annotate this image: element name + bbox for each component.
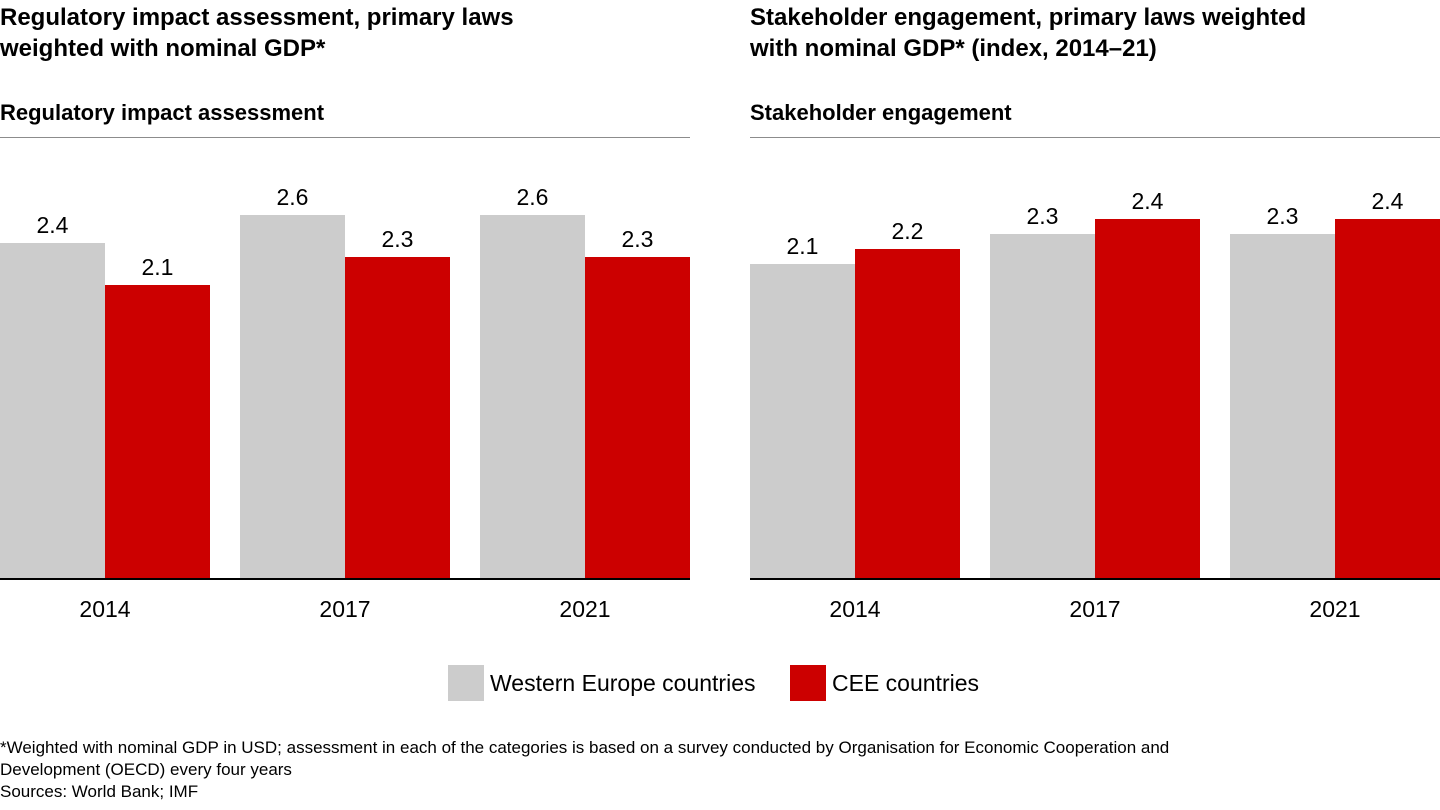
x-tick-label-2014: 2014 <box>79 596 130 622</box>
chart-subtitle: Regulatory impact assessment <box>0 100 325 125</box>
bar-western-2017 <box>990 234 1095 579</box>
data-label-cee-2021: 2.3 <box>622 226 654 252</box>
legend-label-cee: CEE countries <box>832 670 980 696</box>
x-tick-label-2017: 2017 <box>1069 596 1120 622</box>
chart-subtitle: Stakeholder engagement <box>750 100 1012 125</box>
x-tick-label-2021: 2021 <box>1309 596 1360 622</box>
bar-cee-2014 <box>105 285 210 579</box>
data-label-cee-2017: 2.4 <box>1132 188 1164 214</box>
divider <box>750 137 1440 138</box>
data-label-western-2014: 2.4 <box>37 212 69 238</box>
chart-title-line: Regulatory impact assessment, primary la… <box>0 4 514 31</box>
bar-western-2014 <box>750 264 855 579</box>
bar-cee-2017 <box>1095 219 1200 579</box>
x-tick-label-2021: 2021 <box>559 596 610 622</box>
bar-western-2017 <box>240 215 345 579</box>
bar-cee-2014 <box>855 249 960 579</box>
footnote: *Weighted with nominal GDP in USD; asses… <box>0 737 1420 803</box>
footnote-line: *Weighted with nominal GDP in USD; asses… <box>0 738 1170 757</box>
data-label-western-2021: 2.3 <box>1267 203 1299 229</box>
bar-chart-regulatory-impact: 2.4 2.1 2014 2.6 2.3 2017 2.6 2.3 2021 <box>0 184 690 622</box>
chart-title-line: weighted with nominal GDP* <box>0 35 326 62</box>
legend-label-western: Western Europe countries <box>490 670 756 696</box>
chart-title-line: with nominal GDP* (index, 2014–21) <box>750 35 1157 62</box>
x-tick-label-2017: 2017 <box>319 596 370 622</box>
chart-title-line: Stakeholder engagement, primary laws wei… <box>750 4 1307 31</box>
bar-western-2021 <box>1230 234 1335 579</box>
bar-cee-2017 <box>345 257 450 579</box>
bar-chart-stakeholder-engagement: 2.1 2.2 2014 2.3 2.4 2017 2.3 2.4 2021 <box>750 188 1440 622</box>
sources-line: Sources: World Bank; IMF <box>0 782 199 801</box>
data-label-western-2017: 2.6 <box>277 184 309 210</box>
bar-cee-2021 <box>585 257 690 579</box>
data-label-cee-2021: 2.4 <box>1372 188 1404 214</box>
x-tick-label-2014: 2014 <box>829 596 880 622</box>
bar-western-2014 <box>0 243 105 579</box>
divider <box>0 137 690 138</box>
data-label-cee-2014: 2.1 <box>142 254 174 280</box>
data-label-cee-2014: 2.2 <box>892 218 924 244</box>
data-label-western-2021: 2.6 <box>517 184 549 210</box>
bar-western-2021 <box>480 215 585 579</box>
footnote-line: Development (OECD) every four years <box>0 760 292 779</box>
chart-title: Regulatory impact assessment, primary la… <box>0 2 514 64</box>
bar-cee-2021 <box>1335 219 1440 579</box>
chart-title: Stakeholder engagement, primary laws wei… <box>750 2 1306 64</box>
data-label-western-2014: 2.1 <box>787 233 819 259</box>
legend-swatch-cee <box>790 665 826 701</box>
legend-swatch-western <box>448 665 484 701</box>
data-label-cee-2017: 2.3 <box>382 226 414 252</box>
data-label-western-2017: 2.3 <box>1027 203 1059 229</box>
